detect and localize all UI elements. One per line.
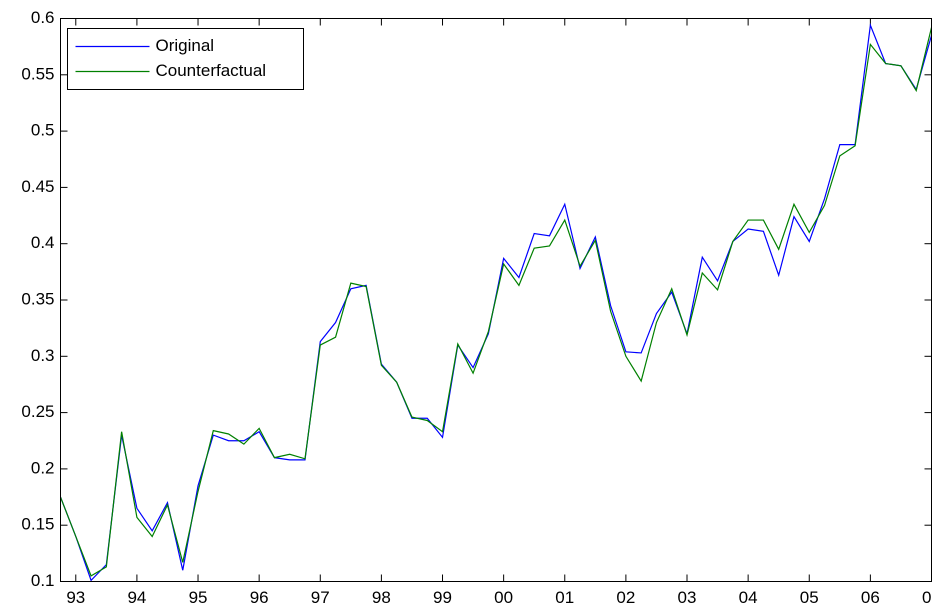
x-tick-label: 03 [678,588,697,607]
x-tick-label: 98 [372,588,391,607]
y-tick-label: 0.5 [31,121,55,140]
x-tick-label: 07 [922,588,932,607]
x-tick-label: 99 [433,588,452,607]
y-tick-label: 0.45 [21,177,54,196]
legend-label: Counterfactual [156,61,267,80]
x-tick-label: 06 [861,588,880,607]
y-tick-label: 0.2 [31,458,55,477]
x-tick-label: 04 [739,588,758,607]
x-tick-label: 05 [800,588,819,607]
x-tick-label: 97 [311,588,330,607]
y-tick-label: 0.6 [31,8,55,27]
series-line [59,27,932,577]
legend-label: Original [156,36,215,55]
y-tick-label: 0.55 [21,64,54,83]
y-tick-label: 0.1 [31,571,55,590]
x-tick-label: 94 [127,588,146,607]
y-tick-label: 0.25 [21,402,54,421]
legend-box [67,28,304,90]
y-tick-label: 0.4 [31,233,55,252]
x-tick-label: 93 [66,588,85,607]
x-tick-label: 96 [250,588,269,607]
x-tick-label: 01 [555,588,574,607]
x-tick-label: 00 [494,588,513,607]
y-tick-label: 0.35 [21,289,54,308]
y-tick-label: 0.15 [21,515,54,534]
y-tick-label: 0.3 [31,346,55,365]
x-tick-label: 95 [189,588,208,607]
x-tick-label: 02 [616,588,635,607]
